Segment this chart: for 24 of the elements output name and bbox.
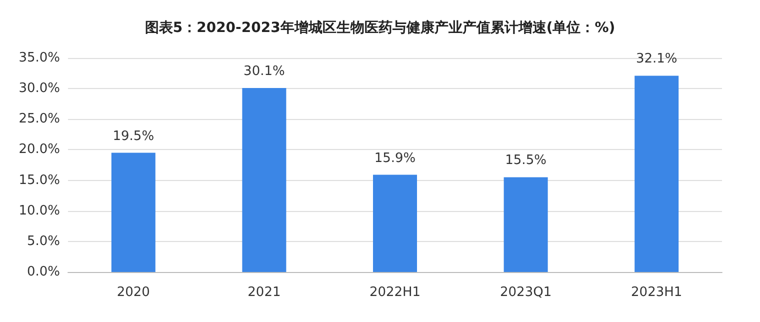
x-tick-label: 2023H1 [631,285,682,300]
chart-title: 图表5：2020-2023年增城区生物医药与健康产业产值累计增速(单位：%) [144,19,616,36]
data-label: 30.1% [244,64,285,79]
data-label: 19.5% [112,128,154,144]
bar [504,177,548,272]
x-tick-label: 2021 [248,285,281,300]
bar [242,88,286,272]
x-tick-label: 2020 [116,285,150,300]
data-label: 32.1% [636,52,678,67]
y-tick-label: 5.0% [26,234,60,249]
bar [373,174,417,272]
y-tick-label: 25.0% [18,112,60,127]
x-tick-label: 2022H1 [369,285,421,300]
y-tick-label: 35.0% [18,50,60,66]
x-tick-label: 2023Q1 [500,285,552,300]
y-tick-label: 10.0% [18,203,60,218]
data-label: 15.9% [374,150,416,166]
y-tick-label: 20.0% [18,142,60,158]
bar [634,76,679,272]
y-tick-label: 0.0% [26,264,60,280]
data-label: 15.5% [505,153,546,168]
bar [111,152,156,272]
y-tick-label: 30.0% [18,81,60,96]
y-tick-label: 15.0% [18,172,60,188]
